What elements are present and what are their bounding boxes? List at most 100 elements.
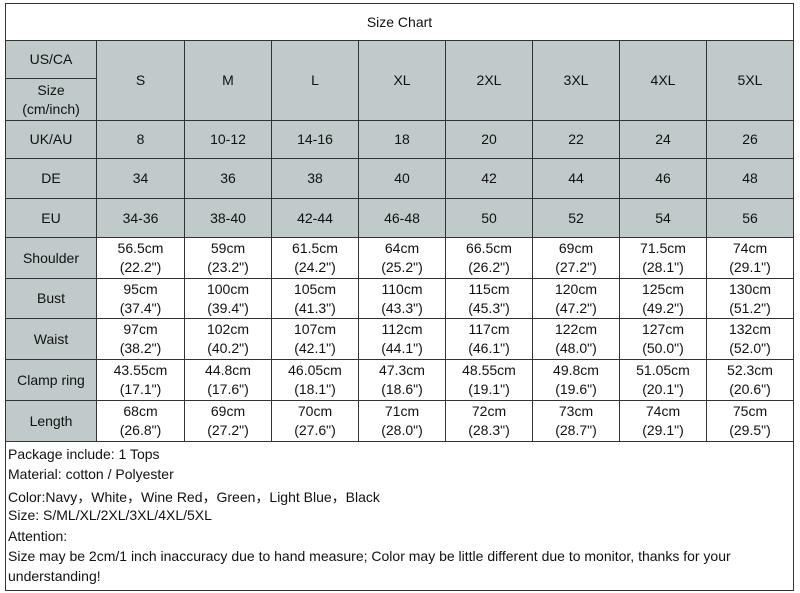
table-cell: 46	[619, 158, 707, 199]
cm-value: 70cm	[297, 403, 333, 419]
size-header: S	[96, 40, 185, 121]
row-label: Length	[5, 400, 97, 442]
table-cell: 102cm (40.2")	[184, 318, 272, 360]
table-cell: 120cm (47.2")	[532, 278, 620, 319]
size-header: 2XL	[445, 40, 533, 121]
table-cell: 42	[445, 158, 533, 199]
table-cell: 70cm (27.6")	[271, 400, 359, 442]
inch-value: (26.8")	[119, 422, 162, 438]
table-cell: 59cm (23.2")	[184, 237, 272, 279]
inch-value: (44.1")	[381, 340, 423, 356]
inch-value: (42.1")	[294, 340, 336, 356]
note-line: Color:Navy，White，Wine Red，Green，Light Bl…	[8, 488, 380, 505]
cm-value: 73cm	[558, 403, 594, 419]
table-cell: 97cm (38.2")	[96, 318, 185, 360]
table-cell: 74cm (29.1")	[619, 400, 707, 442]
inch-value: (48.0")	[555, 340, 597, 356]
inch-value: (50.0")	[642, 340, 684, 356]
cm-value: 49.8cm	[553, 362, 599, 378]
inch-value: (29.1")	[729, 259, 771, 275]
inch-value: (28.3")	[468, 422, 510, 438]
table-cell: 24	[619, 120, 707, 159]
cm-value: 47.3cm	[379, 362, 425, 378]
note-line: Size: S/ML/XL/2XL/3XL/4XL/5XL	[8, 507, 212, 524]
table-cell: 107cm (42.1")	[271, 318, 359, 360]
inch-value: (39.4")	[207, 299, 249, 316]
table-cell: 51.05cm (20.1")	[619, 359, 707, 401]
table-cell: 73cm (28.7")	[532, 400, 620, 442]
size-header: 3XL	[532, 40, 620, 121]
cm-value: 107cm	[293, 321, 337, 337]
inch-value: (29.5")	[729, 422, 771, 438]
label-line: (cm/inch)	[22, 100, 80, 117]
table-cell: 115cm (45.3")	[445, 278, 533, 319]
table-cell: 46-48	[358, 198, 446, 238]
note-line: Size may be 2cm/1 inch inaccuracy due to…	[8, 548, 731, 564]
table-cell: 64cm (25.2")	[358, 237, 446, 279]
cm-value: 105cm	[293, 280, 337, 297]
inch-value: (49.2")	[642, 299, 684, 316]
table-cell: 127cm (50.0")	[619, 318, 707, 360]
inch-value: (26.2")	[468, 259, 510, 275]
cm-value: 127cm	[641, 321, 685, 337]
table-cell: 14-16	[271, 120, 359, 159]
table-cell: 122cm (48.0")	[532, 318, 620, 360]
title: Size Chart	[5, 3, 794, 41]
inch-value: (47.2")	[555, 299, 597, 316]
inch-value: (18.1")	[294, 381, 336, 397]
cm-value: 64cm	[384, 240, 420, 256]
table-cell: 48	[706, 158, 794, 199]
cm-value: 95cm	[123, 280, 158, 297]
inch-value: (37.4")	[119, 299, 162, 316]
table-cell: 68cm (26.8")	[96, 400, 185, 442]
size-header: 4XL	[619, 40, 707, 121]
inch-value: (40.2")	[207, 340, 249, 356]
inch-value: (52.0")	[729, 340, 771, 356]
size-header: XL	[358, 40, 446, 121]
table-cell: 44.8cm (17.6")	[184, 359, 272, 401]
table-cell: 56	[706, 198, 794, 238]
inch-value: (25.2")	[381, 259, 423, 275]
table-cell: 52	[532, 198, 620, 238]
inch-value: (19.6")	[555, 381, 597, 397]
table-cell: 69cm (27.2")	[532, 237, 620, 279]
table-cell: 38-40	[184, 198, 272, 238]
table-cell: 130cm (51.2")	[706, 278, 794, 319]
table-cell: 20	[445, 120, 533, 159]
table-cell: 10-12	[184, 120, 272, 159]
table-cell: 54	[619, 198, 707, 238]
cm-value: 61.5cm	[292, 240, 338, 256]
table-cell: 75cm (29.5")	[706, 400, 794, 442]
table-cell: 61.5cm (24.2")	[271, 237, 359, 279]
table-cell: 50	[445, 198, 533, 238]
row-label: DE	[5, 158, 97, 199]
row-label: EU	[5, 198, 97, 238]
inch-value: (43.3")	[381, 299, 423, 316]
cm-value: 110cm	[381, 280, 423, 297]
table-cell: 8	[96, 120, 185, 159]
size-header: M	[184, 40, 272, 121]
cm-value: 100cm	[206, 280, 250, 297]
inch-value: (17.6")	[207, 381, 249, 397]
table-cell: 105cm (41.3")	[271, 278, 359, 319]
inch-value: (24.2")	[294, 259, 336, 275]
table-cell: 26	[706, 120, 794, 159]
table-cell: 38	[271, 158, 359, 199]
table-cell: 56.5cm (22.2")	[96, 237, 185, 279]
table-cell: 36	[184, 158, 272, 199]
table-cell: 66.5cm (26.2")	[445, 237, 533, 279]
cm-value: 117cm	[468, 321, 510, 337]
cm-value: 122cm	[554, 321, 598, 337]
size-header: L	[271, 40, 359, 121]
row-label: US/CA	[5, 40, 97, 79]
table-cell: 34-36	[96, 198, 185, 238]
inch-value: (29.1")	[642, 422, 684, 438]
cm-value: 69cm	[210, 403, 246, 419]
cm-value: 112cm	[381, 321, 423, 337]
note-line: understanding!	[8, 568, 101, 585]
table-cell: 40	[358, 158, 446, 199]
table-cell: 71cm (28.0")	[358, 400, 446, 442]
cm-value: 120cm	[554, 280, 598, 297]
note-line: Attention:	[8, 527, 68, 544]
